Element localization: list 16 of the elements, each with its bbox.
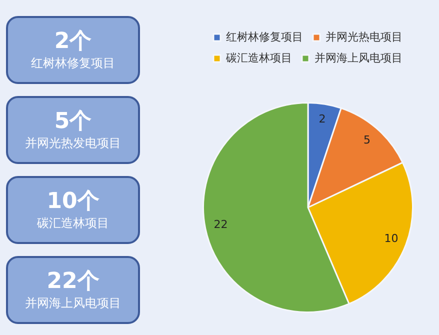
text: 并网海上风电项目 (24, 295, 122, 311)
text: 红树林修复项目 (30, 55, 116, 71)
legend-label: 并网光热电项目 (326, 30, 402, 44)
text: 并网光热发电项目 (24, 135, 122, 151)
legend-label: 并网海上风电项目 (314, 51, 402, 64)
text: 5个 (53, 109, 93, 135)
data-label: 2 (318, 112, 326, 126)
legend-label: 碳汇造林项目 (225, 51, 292, 64)
legend-label: 红树林修复项目 (226, 30, 303, 44)
data-label: 22 (214, 218, 228, 232)
text: 2个 (53, 29, 93, 55)
data-label: 10 (384, 232, 398, 245)
text: 10个 (46, 189, 100, 215)
text: 碳汇造林项目 (36, 215, 110, 231)
text: 22个 (46, 269, 100, 295)
data-label: 5 (364, 134, 371, 147)
